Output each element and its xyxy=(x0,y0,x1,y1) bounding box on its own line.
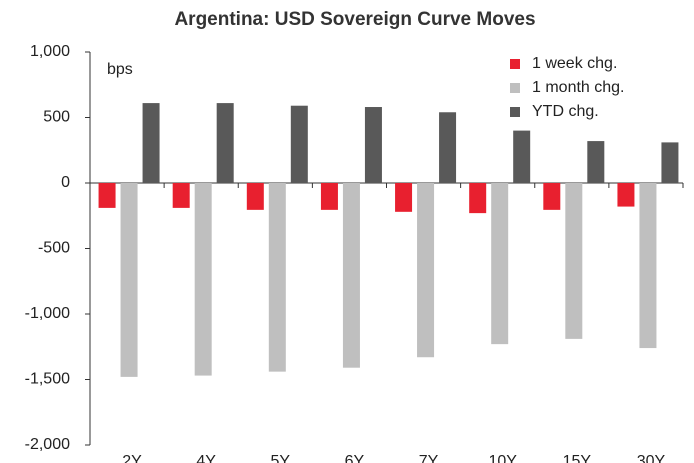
x-tick-label: 15Y xyxy=(563,453,592,463)
bar xyxy=(98,183,116,208)
bar xyxy=(290,105,308,183)
y-axis-label: bps xyxy=(107,61,133,78)
legend-swatch xyxy=(510,83,520,93)
legend-swatch xyxy=(510,107,520,117)
x-tick-label: 6Y xyxy=(345,453,365,463)
bar xyxy=(364,107,382,183)
legend-label: 1 week chg. xyxy=(532,55,617,72)
bar xyxy=(661,142,679,183)
bar xyxy=(543,183,561,210)
chart-title: Argentina: USD Sovereign Curve Moves xyxy=(174,9,535,30)
x-tick-label: 2Y xyxy=(122,453,142,463)
y-tick-label: -2,000 xyxy=(25,436,70,453)
x-tick-label: 5Y xyxy=(271,453,291,463)
bar xyxy=(587,141,605,183)
legend-label: YTD chg. xyxy=(532,103,599,120)
y-tick-label: -500 xyxy=(38,240,70,257)
x-tick-label: 7Y xyxy=(419,453,439,463)
x-tick-label: 10Y xyxy=(488,453,517,463)
x-tick-label: 30Y xyxy=(637,453,666,463)
bar xyxy=(216,103,234,183)
bar xyxy=(194,183,212,376)
bar xyxy=(513,130,531,183)
bar xyxy=(342,183,360,368)
bar xyxy=(439,112,457,183)
bar xyxy=(268,183,286,372)
bar xyxy=(469,183,487,214)
bar xyxy=(395,183,413,212)
bar xyxy=(320,183,338,210)
y-tick-label: -1,500 xyxy=(25,371,70,388)
legend-label: 1 month chg. xyxy=(532,79,625,96)
bar xyxy=(565,183,583,339)
bar xyxy=(172,183,190,208)
bar xyxy=(120,183,138,377)
bar xyxy=(417,183,435,358)
y-tick-label: 1,000 xyxy=(30,43,70,60)
legend-swatch xyxy=(510,59,520,69)
x-tick-label: 4Y xyxy=(196,453,216,463)
y-tick-label: 500 xyxy=(43,109,70,126)
bar xyxy=(639,183,657,349)
bar xyxy=(491,183,509,345)
bar xyxy=(246,183,264,210)
bar xyxy=(142,103,160,183)
y-tick-label: 0 xyxy=(61,174,70,191)
y-tick-label: -1,000 xyxy=(25,305,70,322)
bar xyxy=(617,183,635,207)
